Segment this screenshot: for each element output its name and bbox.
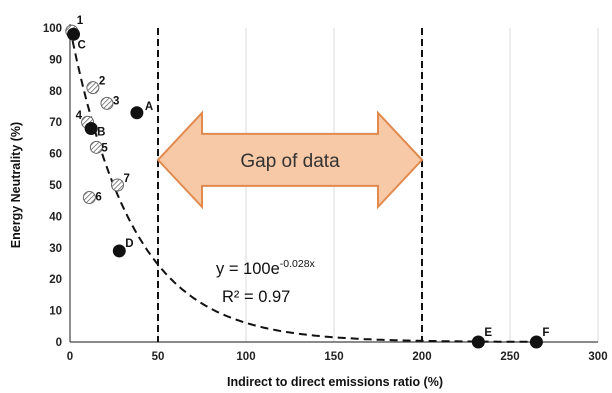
point-label: 1 — [77, 15, 84, 27]
y-tick-label: 0 — [56, 337, 62, 349]
x-tick-label: 0 — [67, 351, 73, 363]
x-tick-label: 150 — [324, 351, 343, 363]
y-tick-label: 60 — [49, 149, 62, 161]
gap-arrow-label: Gap of data — [240, 151, 340, 172]
y-tick-label: 80 — [49, 86, 62, 98]
gap-arrow — [156, 110, 424, 210]
y-tick-label: 40 — [49, 211, 62, 223]
y-tick-label: 10 — [49, 306, 62, 318]
point-label: C — [78, 39, 86, 51]
point-label: 5 — [101, 142, 108, 154]
fit-equation: y = 100e-0.028x — [216, 258, 316, 278]
fit-curve — [69, 27, 537, 343]
point-hatched — [111, 178, 125, 192]
y-tick-label: 90 — [49, 54, 62, 66]
point-hatched — [100, 96, 114, 110]
x-axis-title: Indirect to direct emissions ratio (%) — [227, 375, 443, 389]
axes: 0 50 100 150 200 250 300 0 10 20 30 40 50 60 70 80 90 100 — [43, 23, 608, 363]
fit-equation-base: y = 100e — [216, 260, 280, 278]
point-label: F — [542, 327, 549, 339]
x-tick-label: 300 — [588, 351, 607, 363]
annotations: y = 100e-0.028x R² = 0.97 Gap of data — [69, 27, 537, 343]
y-tick-label: 70 — [49, 117, 62, 129]
point-label: 4 — [76, 110, 83, 122]
point-filled — [112, 244, 126, 258]
point-filled — [529, 335, 543, 349]
point-filled — [130, 106, 144, 120]
point-label: A — [145, 101, 153, 113]
y-tick-label: 100 — [43, 23, 62, 35]
point-hatched — [89, 140, 103, 154]
point-label: D — [125, 238, 133, 250]
fit-equation-exponent: -0.028x — [280, 258, 316, 270]
point-label: B — [97, 126, 105, 138]
point-label: E — [484, 327, 492, 339]
x-tick-label: 250 — [500, 351, 519, 363]
y-tick-label: 30 — [49, 243, 62, 255]
point-label: 6 — [95, 192, 101, 204]
y-tick-label: 50 — [49, 180, 62, 192]
x-tick-label: 100 — [236, 351, 255, 363]
point-filled — [67, 27, 81, 41]
x-tick-label: 50 — [152, 351, 165, 363]
point-label: 7 — [124, 173, 130, 185]
point-filled — [84, 121, 98, 135]
point-filled — [471, 335, 485, 349]
point-label: 3 — [113, 95, 119, 107]
y-tick-label: 20 — [49, 274, 62, 286]
y-axis-title: Energy Neutrality (%) — [9, 122, 23, 248]
x-tick-label: 200 — [412, 351, 431, 363]
point-hatched — [86, 81, 100, 95]
point-label: 2 — [99, 76, 105, 88]
fit-r-squared: R² = 0.97 — [222, 288, 290, 306]
point-hatched — [82, 191, 96, 205]
